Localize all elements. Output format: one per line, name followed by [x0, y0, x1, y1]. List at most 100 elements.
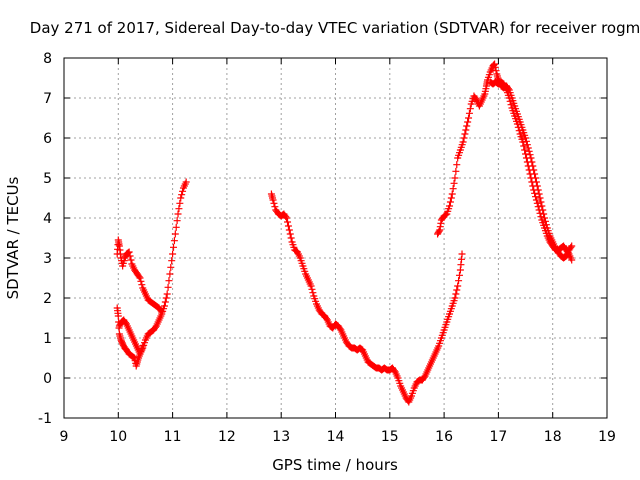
data-point [127, 256, 135, 264]
x-tick-label: 9 [60, 429, 69, 445]
data-point [448, 190, 456, 198]
data-point [532, 196, 540, 204]
data-point [165, 277, 173, 285]
data-point [270, 199, 278, 207]
data-point [514, 123, 522, 131]
data-point [524, 144, 532, 152]
x-tick-label: 10 [109, 429, 127, 445]
data-point [522, 137, 530, 145]
data-point [463, 122, 471, 130]
data-point [171, 230, 179, 238]
data-point [568, 256, 576, 264]
data-point [568, 242, 576, 250]
x-tick-label: 16 [435, 429, 453, 445]
data-point [465, 109, 473, 117]
data-point [284, 222, 292, 230]
data-point [435, 227, 443, 235]
data-point [163, 290, 171, 298]
data-point [170, 237, 178, 245]
data-point [535, 190, 543, 198]
data-point [515, 127, 523, 135]
data-point [525, 166, 533, 174]
data-point [449, 185, 457, 193]
data-point [459, 138, 467, 146]
data-point [525, 147, 533, 155]
data-point [453, 161, 461, 169]
data-point [282, 213, 290, 221]
grid-layer [64, 58, 607, 418]
data-point [173, 217, 181, 225]
data-point [522, 150, 530, 158]
y-tick-label: 2 [43, 291, 52, 307]
data-point [538, 202, 546, 210]
data-point [138, 281, 146, 289]
y-axis-label: SDTVAR / TECUs [4, 176, 22, 299]
data-point [460, 134, 468, 142]
x-tick-label: 14 [327, 429, 345, 445]
data-point [464, 118, 472, 126]
y-tick-label: 4 [43, 211, 52, 227]
data-point [519, 138, 527, 146]
x-tick-label: 15 [381, 429, 399, 445]
data-point [446, 202, 454, 210]
y-tick-label: 7 [43, 91, 52, 107]
data-point [284, 218, 292, 226]
data-point [523, 158, 531, 166]
data-point [286, 230, 294, 238]
data-point [287, 234, 295, 242]
y-tick-label: 6 [43, 131, 52, 147]
data-point [167, 263, 175, 271]
y-tick-label: 3 [43, 251, 52, 267]
x-axis-label: GPS time / hours [272, 456, 398, 474]
data-marks [113, 60, 576, 406]
data-point [271, 203, 279, 211]
y-tick-label: 1 [43, 331, 52, 347]
data-point [455, 277, 463, 285]
data-point [177, 194, 185, 202]
data-point [176, 199, 184, 207]
data-point [532, 193, 540, 201]
data-point [521, 146, 529, 154]
data-point [536, 194, 544, 202]
data-point [491, 60, 499, 68]
data-point [162, 294, 170, 302]
data-point [114, 312, 122, 320]
data-point [137, 277, 145, 285]
data-point [172, 223, 180, 231]
data-point [522, 154, 530, 162]
data-point [530, 186, 538, 194]
data-point [307, 282, 315, 290]
data-point [526, 170, 534, 178]
data-point [174, 210, 182, 218]
data-point [529, 182, 537, 190]
data-point [513, 120, 521, 128]
data-point [520, 142, 528, 150]
data-point [524, 162, 532, 170]
data-point [164, 283, 172, 291]
data-point [161, 298, 169, 306]
data-point [447, 194, 455, 202]
data-point [179, 187, 187, 195]
data-point [308, 285, 316, 293]
data-point [458, 250, 466, 258]
y-tick-label: 5 [43, 171, 52, 187]
data-point [451, 174, 459, 182]
data-point [169, 250, 177, 258]
data-point [135, 273, 143, 281]
data-point [446, 198, 454, 206]
data-point [531, 189, 539, 197]
data-point [537, 198, 545, 206]
data-point [535, 206, 543, 214]
y-tick-label: 0 [43, 371, 52, 387]
data-point [505, 94, 513, 102]
data-point [522, 134, 530, 142]
y-tick-label: -1 [38, 411, 52, 427]
data-point [452, 290, 460, 298]
x-tick-label: 11 [164, 429, 182, 445]
data-point [465, 114, 473, 122]
data-point [139, 342, 147, 350]
data-point [466, 105, 474, 113]
data-point [175, 205, 183, 213]
data-point [178, 191, 186, 199]
